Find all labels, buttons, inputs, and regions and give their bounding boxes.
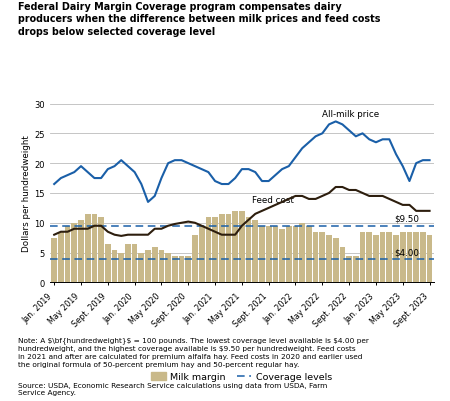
Text: All-milk price: All-milk price (322, 109, 379, 119)
Bar (78, 220, 84, 283)
Bar (139, 253, 144, 283)
Text: $9.50: $9.50 (395, 214, 420, 223)
Bar (125, 244, 131, 283)
Bar (185, 256, 191, 283)
Bar (413, 232, 419, 283)
Bar (212, 217, 218, 283)
Bar (420, 232, 426, 283)
Bar (299, 223, 305, 283)
Bar (346, 256, 352, 283)
Bar (179, 256, 184, 283)
Bar (225, 214, 231, 283)
Bar (65, 226, 71, 283)
Bar (85, 214, 90, 283)
Bar (132, 244, 138, 283)
Bar (353, 256, 359, 283)
Bar (252, 220, 258, 283)
Y-axis label: Dollars per hundredweight: Dollars per hundredweight (22, 135, 31, 252)
Bar (145, 250, 151, 283)
Legend: Milk margin, Coverage levels: Milk margin, Coverage levels (148, 369, 336, 385)
Bar (326, 235, 332, 283)
Bar (286, 226, 292, 283)
Bar (292, 226, 298, 283)
Bar (239, 211, 245, 283)
Text: Note: A $\bf{hundredweight}$ = 100 pounds. The lowest coverage level available i: Note: A $\bf{hundredweight}$ = 100 pound… (18, 337, 369, 367)
Bar (313, 232, 319, 283)
Text: $4.00: $4.00 (395, 247, 420, 257)
Bar (172, 256, 178, 283)
Bar (118, 253, 124, 283)
Bar (232, 211, 238, 283)
Bar (400, 232, 405, 283)
Bar (105, 244, 111, 283)
Bar (427, 235, 432, 283)
Bar (393, 235, 399, 283)
Bar (72, 223, 77, 283)
Bar (360, 232, 365, 283)
Bar (206, 217, 211, 283)
Bar (219, 214, 225, 283)
Bar (306, 226, 312, 283)
Bar (158, 250, 164, 283)
Bar (380, 232, 386, 283)
Bar (320, 232, 325, 283)
Bar (51, 238, 57, 283)
Bar (387, 232, 392, 283)
Bar (373, 235, 379, 283)
Bar (366, 232, 372, 283)
Bar (98, 217, 104, 283)
Bar (333, 238, 338, 283)
Bar (152, 247, 158, 283)
Bar (259, 226, 265, 283)
Bar (192, 235, 198, 283)
Bar (340, 247, 345, 283)
Bar (91, 214, 97, 283)
Bar (112, 250, 117, 283)
Bar (279, 229, 285, 283)
Text: Federal Dairy Margin Coverage program compensates dairy
producers when the diffe: Federal Dairy Margin Coverage program co… (18, 2, 381, 37)
Bar (199, 226, 204, 283)
Text: Feed cost: Feed cost (252, 195, 294, 204)
Bar (407, 232, 412, 283)
Bar (58, 232, 64, 283)
Bar (266, 226, 271, 283)
Bar (165, 253, 171, 283)
Text: Source: USDA, Economic Research Service calculations using data from USDA, Farm
: Source: USDA, Economic Research Service … (18, 382, 328, 395)
Bar (273, 226, 278, 283)
Bar (246, 217, 252, 283)
